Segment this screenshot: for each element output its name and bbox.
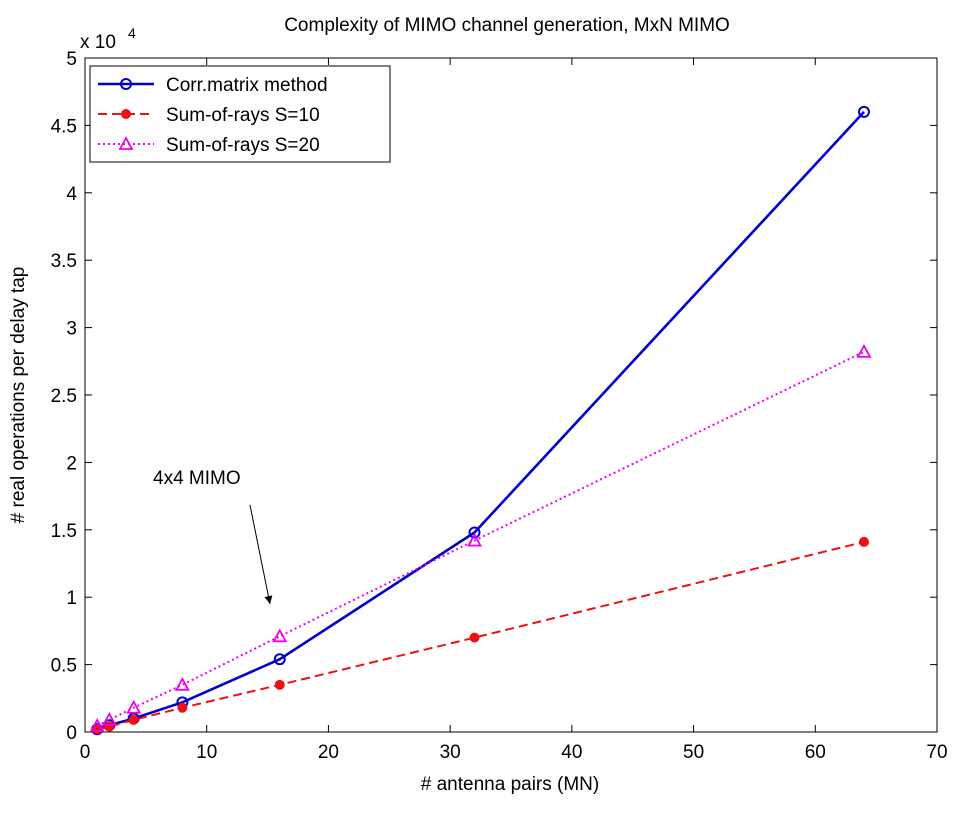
- marker: [118, 136, 134, 150]
- legend-label: Sum-of-rays S=20: [166, 135, 320, 156]
- annotation-arrow: [249, 504, 273, 605]
- marker: [273, 653, 286, 666]
- marker: [174, 676, 190, 691]
- x-tick-label: 50: [683, 742, 704, 763]
- marker: [857, 105, 870, 118]
- y-scale-exponent: 4: [128, 25, 136, 41]
- y-tick-label: 3.5: [51, 251, 77, 272]
- y-tick-label: 2: [66, 453, 77, 474]
- marker: [104, 721, 115, 732]
- marker: [128, 714, 139, 725]
- y-tick-label: 3: [66, 319, 77, 340]
- marker: [274, 679, 285, 690]
- y-axis-label: # real operations per delay tap: [8, 267, 29, 524]
- marker: [89, 718, 105, 732]
- marker: [120, 78, 132, 90]
- y-tick-label: 5: [66, 49, 77, 70]
- marker: [121, 109, 131, 119]
- marker: [272, 628, 288, 643]
- y-tick-label: 0: [66, 723, 77, 744]
- marker: [466, 532, 483, 547]
- legend-label: Sum-of-rays S=10: [166, 105, 320, 126]
- marker: [858, 536, 869, 547]
- annotation: 4x4 MIMO: [153, 468, 241, 489]
- y-tick-label: 2.5: [51, 386, 77, 407]
- y-tick-label: 1: [66, 588, 77, 609]
- x-tick-label: 70: [926, 742, 947, 763]
- marker: [856, 343, 872, 358]
- marker: [468, 526, 481, 539]
- x-tick-label: 10: [196, 742, 217, 763]
- marker: [469, 632, 480, 643]
- marker: [177, 702, 188, 713]
- y-scale-label: x 10: [80, 32, 116, 53]
- y-tick-label: 1.5: [51, 521, 77, 542]
- y-tick-label: 0.5: [51, 656, 77, 677]
- x-tick-label: 0: [80, 742, 91, 763]
- x-tick-label: 60: [805, 742, 826, 763]
- y-tick-label: 4: [66, 184, 77, 205]
- chart-title: Complexity of MIMO channel generation, M…: [284, 15, 730, 36]
- x-tick-label: 30: [440, 742, 461, 763]
- series-line: [96, 350, 865, 727]
- x-tick-label: 20: [318, 742, 339, 763]
- x-axis-label: # antenna pairs (MN): [421, 774, 599, 795]
- marker: [126, 699, 142, 714]
- legend-label: Corr.matrix method: [166, 75, 328, 96]
- y-tick-label: 4.5: [51, 116, 77, 137]
- legend: Corr.matrix method Sum-of-rays S=10 Sum-of…: [89, 65, 391, 163]
- marker: [101, 711, 117, 726]
- x-tick-label: 40: [561, 742, 582, 763]
